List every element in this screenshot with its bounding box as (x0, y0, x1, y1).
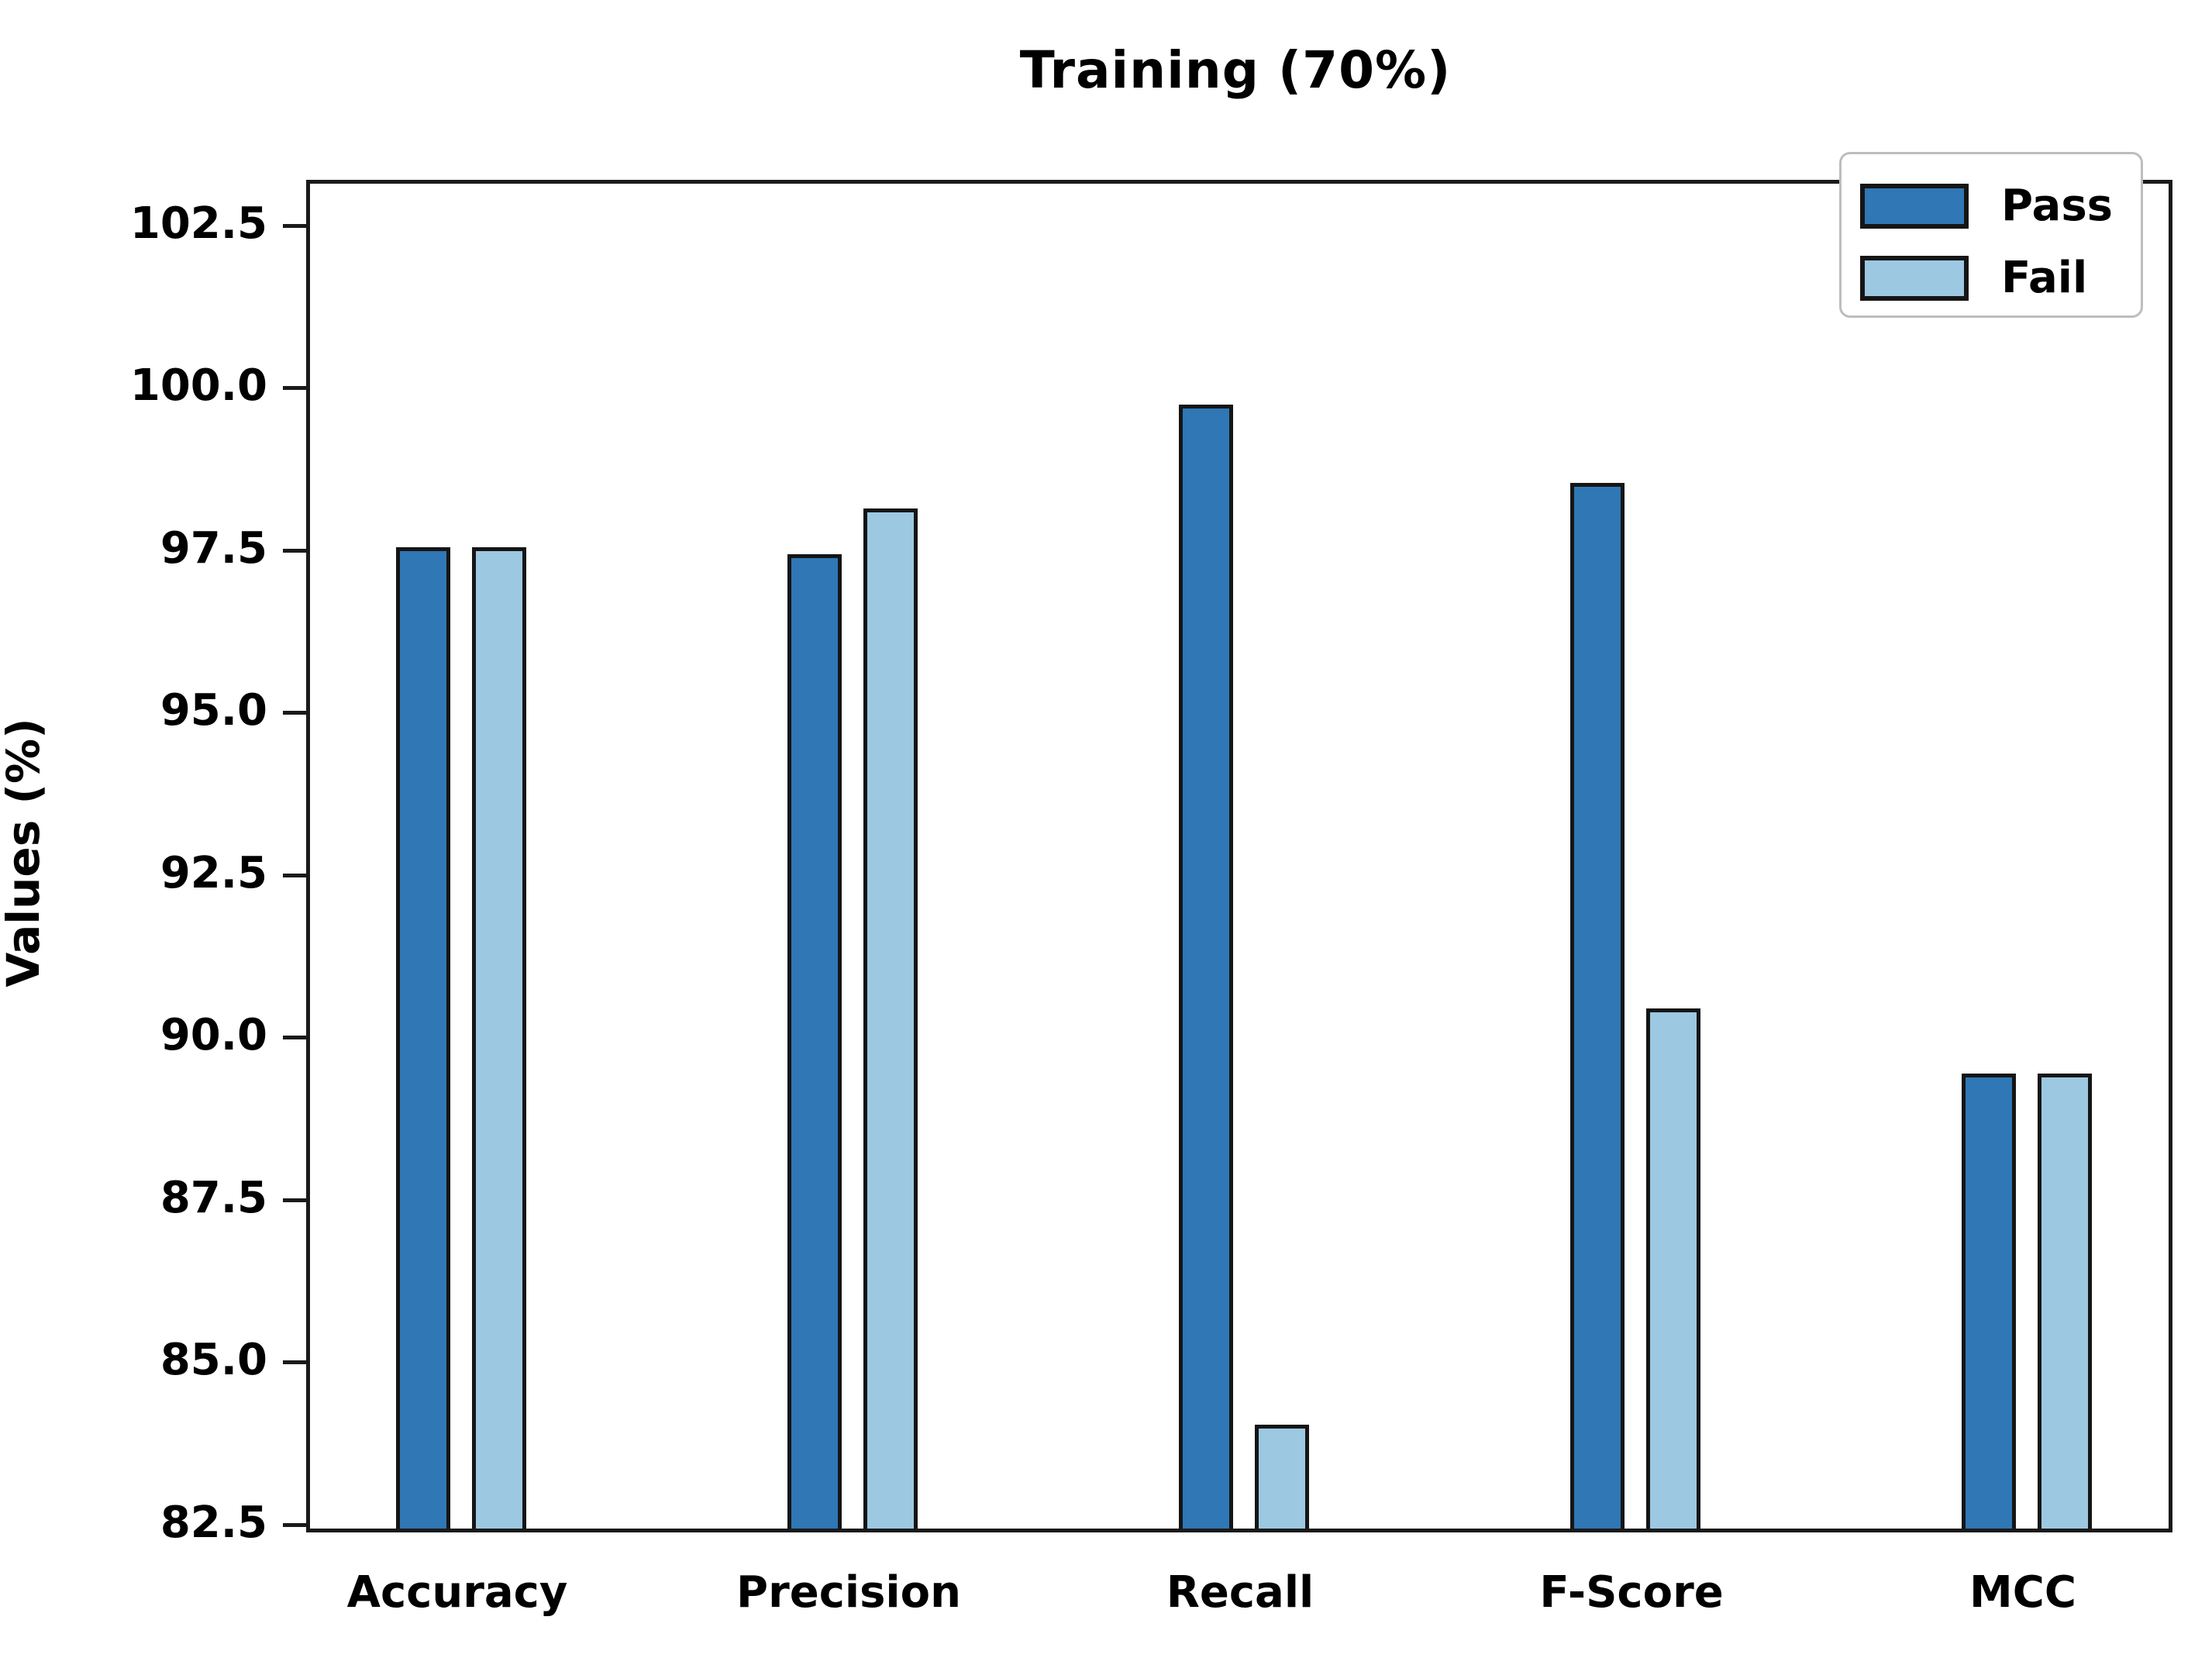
x-tick-label-mcc: MCC (1969, 1567, 2076, 1618)
y-tick-label: 90.0 (160, 1010, 267, 1061)
legend-label-fail: Fail (2001, 253, 2088, 303)
plot-area (306, 180, 2172, 1532)
legend-label-pass: Pass (2001, 181, 2113, 231)
y-tick-label: 82.5 (160, 1497, 267, 1548)
x-tick-label-accuracy: Accuracy (346, 1567, 568, 1618)
y-tick-label: 102.5 (129, 198, 267, 249)
bar-fail-accuracy (472, 547, 526, 1529)
bar-fail-precision (863, 508, 918, 1529)
x-tick-label-precision: Precision (736, 1567, 961, 1618)
chart-title: Training (70%) (1019, 40, 1452, 100)
bar-pass-f-score (1570, 482, 1625, 1529)
y-tick-label: 97.5 (160, 522, 267, 574)
y-tick-mark (283, 1360, 306, 1365)
y-tick-mark (283, 223, 306, 228)
y-tick-mark (283, 873, 306, 877)
bar-fail-recall (1255, 1424, 1309, 1529)
x-tick-label-f-score: F-Score (1539, 1567, 1724, 1618)
y-tick-label: 85.0 (160, 1335, 267, 1386)
x-tick-label-recall: Recall (1166, 1567, 1314, 1618)
y-tick-label: 95.0 (160, 685, 267, 736)
y-tick-label: 87.5 (160, 1172, 267, 1223)
legend-entry-fail: Fail (1860, 253, 2087, 303)
legend-swatch-fail (1860, 255, 1969, 301)
y-tick-mark (283, 1198, 306, 1202)
y-tick-mark (283, 386, 306, 391)
bar-pass-precision (787, 553, 842, 1529)
y-tick-label: 100.0 (129, 360, 267, 412)
bar-fail-mcc (2038, 1074, 2092, 1529)
legend-entry-pass: Pass (1860, 181, 2113, 231)
y-tick-label: 92.5 (160, 847, 267, 898)
bar-pass-mcc (1962, 1074, 2016, 1529)
bar-fail-f-score (1646, 1008, 1700, 1529)
legend: Pass Fail (1839, 152, 2143, 318)
y-tick-mark (283, 1523, 306, 1527)
y-tick-mark (283, 548, 306, 553)
bar-pass-accuracy (396, 547, 450, 1529)
y-tick-mark (283, 711, 306, 715)
y-tick-mark (283, 1036, 306, 1040)
bar-pass-recall (1179, 404, 1233, 1529)
legend-swatch-pass (1860, 183, 1969, 229)
